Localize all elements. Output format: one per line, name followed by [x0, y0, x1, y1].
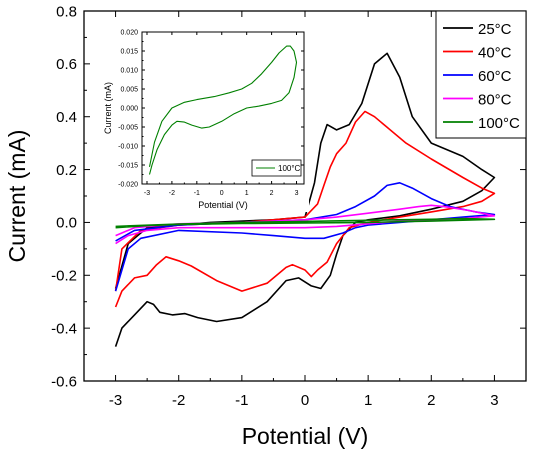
main-legend-label-2: 60°C — [478, 68, 512, 85]
inset-y-tick-label-2: -0.010 — [118, 143, 138, 150]
inset-x-tick-label-6: 3 — [295, 190, 299, 197]
main-y-tick-label-0: -0.6 — [51, 373, 77, 390]
main-x-tick-label-6: 3 — [490, 392, 498, 409]
inset-y-tick-label-4: 0.000 — [120, 105, 138, 112]
inset-legend-box — [251, 159, 302, 177]
inset-x-tick-label-1: -2 — [169, 190, 175, 197]
main-series-line-0 — [114, 52, 496, 347]
main-x-tick-label-3: 0 — [301, 392, 309, 409]
main-series-line-1 — [114, 110, 496, 308]
inset-x-tick-label-2: -1 — [194, 190, 200, 197]
main-y-tick-label-7: 0.8 — [56, 3, 77, 20]
inset-y-tick-label-6: 0.010 — [120, 67, 138, 74]
main-y-tick-label-5: 0.4 — [56, 109, 77, 126]
inset-y-tick-label-7: 0.015 — [120, 48, 138, 55]
inset-frame — [103, 22, 309, 212]
main-series-line-4 — [115, 217, 496, 229]
inset-series-line-0 — [148, 45, 298, 175]
inset-x-tick-label-4: 1 — [245, 190, 249, 197]
inset-y-axis-title: Current (mA) — [103, 82, 113, 134]
main-x-axis-title: Potential (V) — [242, 423, 369, 449]
main-legend-label-4: 100°C — [478, 115, 520, 132]
inset-x-tick-label-0: -3 — [144, 190, 150, 197]
inset-y-tick-label-1: -0.015 — [118, 162, 138, 169]
inset-legend: 100°C — [251, 159, 302, 177]
main-x-tick-label-5: 2 — [427, 392, 435, 409]
main-y-tick-label-6: 0.6 — [56, 56, 77, 73]
main-x-tick-label-0: -3 — [109, 392, 122, 409]
inset-x-tick-label-5: 2 — [270, 190, 274, 197]
inset-x-axis-title: Potential (V) — [198, 200, 248, 210]
main-series-line-2 — [114, 182, 496, 292]
main-legend-label-0: 25°C — [478, 21, 512, 38]
main-y-axis-title: Current (mA) — [4, 130, 30, 263]
main-series-line-3 — [115, 204, 496, 245]
main-y-tick-label-1: -0.4 — [51, 320, 77, 337]
main-x-tick-label-4: 1 — [364, 392, 372, 409]
main-x-tick-label-2: -1 — [235, 392, 248, 409]
main-legend-label-3: 80°C — [478, 92, 512, 109]
inset-legend-label-0: 100°C — [278, 164, 301, 173]
inset-chart: -3 -2 -1 0 1 2 3 -0.020 -0.015 -0.010 -0.005 0.000 0… — [103, 22, 309, 212]
inset-y-tick-label-8: 0.020 — [120, 29, 138, 36]
inset-y-tick-label-3: -0.005 — [118, 124, 138, 131]
main-y-tick-label-4: 0.2 — [56, 162, 77, 179]
main-x-tick-label-1: -2 — [172, 392, 185, 409]
main-legend-label-1: 40°C — [478, 45, 512, 62]
main-legend: 25°C 40°C 60°C 80°C 100°C — [435, 10, 527, 139]
inset-y-tick-label-0: -0.020 — [118, 181, 138, 188]
inset-x-tick-label-3: 0 — [220, 190, 224, 197]
main-y-tick-label-3: 0.0 — [56, 215, 77, 232]
main-y-tick-label-2: -0.2 — [51, 268, 77, 285]
inset-y-tick-label-5: 0.005 — [120, 86, 138, 93]
